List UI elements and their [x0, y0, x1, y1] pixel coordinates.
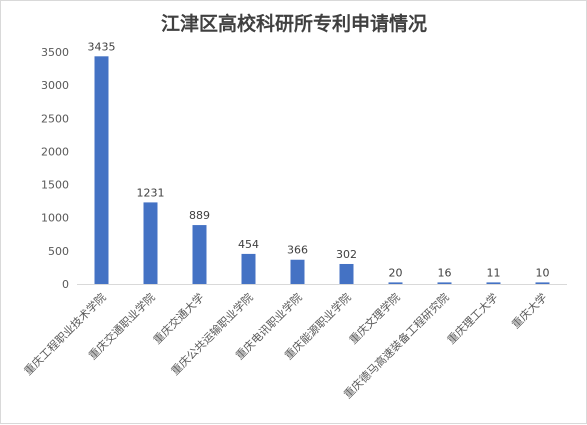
data-label: 366	[287, 244, 308, 257]
bar	[241, 253, 256, 284]
data-label: 889	[189, 209, 210, 222]
bar	[94, 56, 109, 285]
bar	[535, 282, 550, 284]
data-label: 11	[487, 266, 501, 279]
y-tick-label: 0	[62, 278, 69, 291]
category-label: 重庆德马高速装备工程研究院	[341, 290, 452, 401]
data-label: 20	[389, 266, 403, 279]
y-tick-label: 3500	[41, 46, 69, 59]
bar	[290, 259, 305, 284]
y-tick-label: 1000	[41, 212, 69, 225]
category-label: 重庆大学	[509, 290, 550, 331]
data-label: 454	[238, 238, 259, 251]
y-tick-label: 1500	[41, 179, 69, 192]
data-label: 3435	[88, 40, 116, 53]
data-label: 10	[536, 266, 550, 279]
data-label: 16	[438, 266, 452, 279]
y-axis: 0 500 1000 1500 2000 2500 3000 3500	[41, 46, 69, 291]
y-tick-label: 3000	[41, 79, 69, 92]
bar	[437, 282, 452, 284]
x-axis: 重庆工程职业技术学院重庆交通职业学院重庆交通大学重庆公共运输职业学院重庆电讯职业…	[21, 290, 550, 401]
y-tick-label: 2000	[41, 145, 69, 158]
data-label: 1231	[137, 186, 165, 199]
category-label: 重庆公共运输职业学院	[168, 290, 256, 378]
bar	[192, 225, 207, 284]
data-label: 302	[336, 248, 357, 261]
bar	[486, 282, 501, 284]
category-label: 重庆理工大学	[444, 290, 501, 347]
y-tick-label: 500	[48, 245, 69, 258]
bar	[143, 202, 158, 284]
bar	[388, 282, 403, 284]
category-label: 重庆工程职业技术学院	[21, 290, 109, 378]
bar	[339, 263, 354, 284]
chart-title: 江津区高校科研所专利申请情况	[161, 12, 427, 35]
y-tick-label: 2500	[41, 112, 69, 125]
bars	[94, 56, 550, 285]
data-labels: 3435 1231 889 454 366 302 20 16 11 10	[88, 40, 550, 279]
